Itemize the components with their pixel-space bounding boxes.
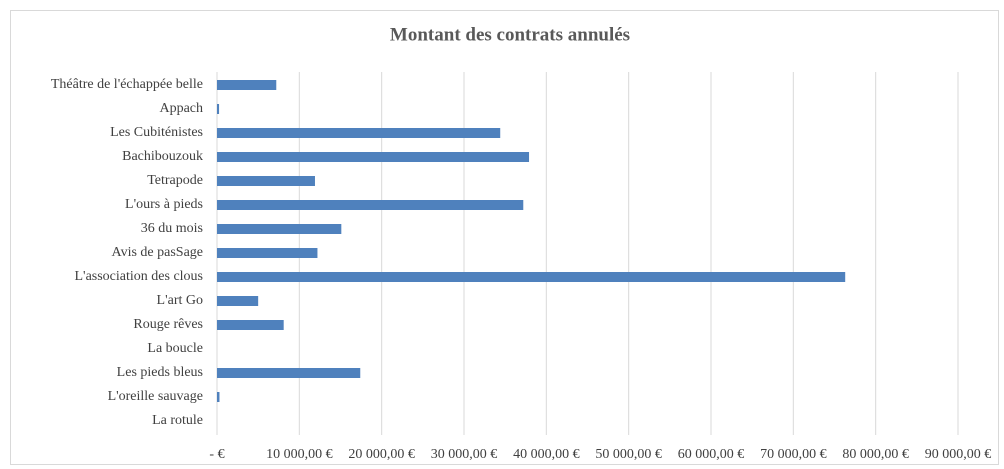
- y-tick-label: Tetrapode: [147, 173, 203, 188]
- y-tick-label: L'ours à pieds: [125, 197, 203, 212]
- y-tick-label: 36 du mois: [141, 221, 203, 236]
- bar: [217, 368, 361, 378]
- bar: [217, 392, 220, 402]
- x-tick-label: 70 000,00 €: [760, 447, 827, 462]
- x-tick-label: 60 000,00 €: [678, 447, 745, 462]
- bar: [217, 200, 524, 210]
- y-tick-label: L'oreille sauvage: [108, 389, 203, 404]
- bar: [217, 104, 220, 114]
- y-tick-label: Les pieds bleus: [117, 365, 203, 380]
- y-tick-label: Théâtre de l'échappée belle: [51, 77, 203, 92]
- bar: [217, 152, 530, 162]
- bar: [217, 128, 501, 138]
- chart-border: [10, 10, 999, 465]
- x-tick-label: 80 000,00 €: [842, 447, 909, 462]
- bar: [217, 248, 318, 258]
- bar: [217, 272, 846, 282]
- y-tick-label: Rouge rêves: [133, 317, 203, 332]
- y-tick-label: Avis de pasSage: [112, 245, 204, 260]
- y-tick-label: La rotule: [152, 413, 203, 428]
- x-tick-label: 40 000,00 €: [513, 447, 580, 462]
- bar: [217, 80, 277, 90]
- bar: [217, 176, 315, 186]
- y-tick-label: Les Cubiténistes: [110, 125, 203, 140]
- y-tick-label: L'art Go: [157, 293, 203, 308]
- chart-title: Montant des contrats annulés: [390, 24, 630, 45]
- x-tick-label: 20 000,00 €: [348, 447, 415, 462]
- y-tick-label: Appach: [159, 101, 203, 116]
- y-tick-label: Bachibouzouk: [122, 149, 203, 164]
- x-tick-label: 50 000,00 €: [595, 447, 662, 462]
- bar: [217, 320, 284, 330]
- y-tick-label: La boucle: [147, 341, 203, 356]
- x-tick-label: 10 000,00 €: [266, 447, 333, 462]
- bar: [217, 224, 342, 234]
- bar: [217, 296, 259, 306]
- x-tick-label: 90 000,00 €: [925, 447, 992, 462]
- x-tick-label: - €: [209, 447, 224, 462]
- y-tick-label: L'association des clous: [75, 269, 204, 284]
- x-tick-label: 30 000,00 €: [431, 447, 498, 462]
